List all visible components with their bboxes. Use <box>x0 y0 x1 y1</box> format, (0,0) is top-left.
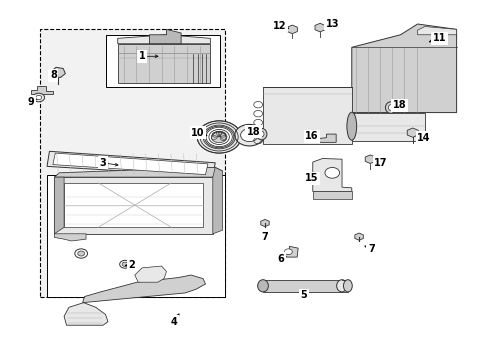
Polygon shape <box>64 183 203 227</box>
Circle shape <box>240 129 258 141</box>
Text: 5: 5 <box>300 291 307 301</box>
Polygon shape <box>351 24 456 113</box>
Polygon shape <box>135 266 166 282</box>
Polygon shape <box>53 153 207 175</box>
Polygon shape <box>417 27 456 35</box>
Text: 13: 13 <box>325 19 338 29</box>
Text: 6: 6 <box>277 254 284 264</box>
Text: 9: 9 <box>27 97 34 107</box>
Polygon shape <box>118 44 210 83</box>
Circle shape <box>211 131 226 143</box>
Ellipse shape <box>259 131 264 137</box>
Polygon shape <box>54 177 64 234</box>
Polygon shape <box>54 177 212 234</box>
Polygon shape <box>312 192 351 199</box>
Text: 4: 4 <box>170 317 177 327</box>
Circle shape <box>325 167 339 178</box>
Text: 11: 11 <box>432 33 446 43</box>
Polygon shape <box>212 167 222 234</box>
Circle shape <box>234 125 264 146</box>
Ellipse shape <box>256 129 266 140</box>
Text: 15: 15 <box>305 173 318 183</box>
Text: 14: 14 <box>416 133 430 143</box>
Polygon shape <box>54 167 222 177</box>
Ellipse shape <box>336 280 346 292</box>
Text: 7: 7 <box>367 244 374 254</box>
Circle shape <box>204 126 233 148</box>
Ellipse shape <box>257 280 268 292</box>
Text: 10: 10 <box>191 128 204 138</box>
Text: 16: 16 <box>305 131 318 141</box>
Text: 18: 18 <box>246 127 260 136</box>
Text: 8: 8 <box>50 70 57 80</box>
Circle shape <box>78 251 84 256</box>
FancyBboxPatch shape <box>40 30 224 297</box>
Polygon shape <box>149 30 181 44</box>
Circle shape <box>284 249 292 255</box>
Circle shape <box>36 95 41 100</box>
Text: 17: 17 <box>373 158 387 168</box>
Text: 2: 2 <box>128 260 135 270</box>
Text: 12: 12 <box>272 21 286 31</box>
Text: 3: 3 <box>100 158 106 168</box>
Circle shape <box>197 121 241 153</box>
Polygon shape <box>312 158 351 192</box>
Polygon shape <box>316 134 335 142</box>
Circle shape <box>75 249 87 258</box>
Ellipse shape <box>387 105 392 111</box>
Polygon shape <box>263 87 351 144</box>
Polygon shape <box>281 246 298 257</box>
Polygon shape <box>263 280 341 292</box>
Text: 1: 1 <box>139 51 145 61</box>
Polygon shape <box>82 275 205 303</box>
Circle shape <box>120 260 130 268</box>
Ellipse shape <box>385 102 395 113</box>
Polygon shape <box>54 234 86 241</box>
Circle shape <box>33 93 44 102</box>
Text: 7: 7 <box>261 232 268 242</box>
Bar <box>47 175 224 297</box>
Polygon shape <box>64 303 108 325</box>
Text: 18: 18 <box>392 100 406 111</box>
Ellipse shape <box>343 280 351 292</box>
Ellipse shape <box>346 112 356 140</box>
Polygon shape <box>351 113 424 140</box>
Polygon shape <box>118 35 210 44</box>
Bar <box>105 35 220 87</box>
Polygon shape <box>47 151 215 176</box>
Polygon shape <box>31 86 53 94</box>
Circle shape <box>122 262 128 266</box>
